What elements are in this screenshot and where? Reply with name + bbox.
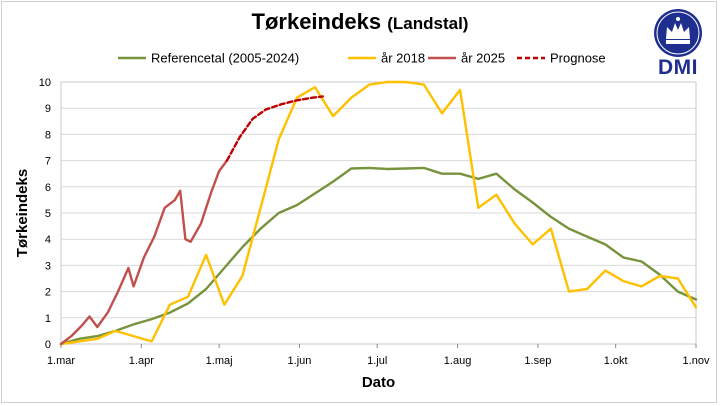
x-tick-label: 1.okt: [604, 355, 628, 367]
y-tick-label: 10: [39, 77, 51, 89]
x-tick-label: 1.apr: [129, 355, 154, 367]
logo-text: DMI: [658, 56, 698, 79]
y-tick-label: 1: [45, 313, 51, 325]
legend: Referencetal (2005-2024) år 2018 år 2025 Pr…: [118, 51, 606, 66]
x-tick-label: 1.mar: [47, 355, 75, 367]
y-tick-label: 5: [45, 208, 51, 220]
y-axis: 0 1 2 3 4 5 6 7 8 9 10: [39, 77, 51, 351]
dmi-logo: DMI: [646, 8, 710, 79]
grid: [61, 81, 696, 345]
legend-label: Referencetal (2005-2024): [151, 51, 299, 66]
y-tick-label: 2: [45, 287, 51, 299]
y-tick-label: 4: [45, 234, 51, 246]
legend-label: Prognose: [550, 51, 606, 66]
x-tick-label: 1.aug: [444, 355, 472, 367]
series-line-1: [59, 166, 698, 346]
y-tick-label: 6: [45, 182, 51, 194]
y-tick-label: 9: [45, 103, 51, 115]
series-line-3: [59, 159, 229, 346]
legend-label: år 2018: [381, 51, 425, 66]
y-tick-label: 7: [45, 156, 51, 168]
x-tick-label: 1.jun: [288, 355, 312, 367]
x-tick-label: 1.sep: [524, 355, 551, 367]
x-tick-label: 1.nov: [683, 355, 710, 367]
plot-border: [60, 81, 697, 345]
y-axis-label: Tørkeindeks: [14, 169, 31, 257]
y-tick-label: 8: [45, 129, 51, 141]
y-tick-label: 0: [45, 339, 51, 351]
series-line-2: [59, 80, 698, 346]
x-tick-label: 1.jul: [367, 355, 387, 367]
legend-label: år 2025: [461, 51, 505, 66]
x-tick-label: 1.maj: [206, 355, 233, 367]
x-axis: 1.mar 1.apr 1.maj 1.jun 1.jul 1.aug 1.sep 1.okt…: [47, 344, 710, 367]
title-text: Tørkeindeks: [251, 9, 382, 34]
title-subtitle: (Landstal): [387, 14, 469, 33]
chart-title: Tørkeindeks (Landstal): [0, 9, 720, 35]
series-line-4: [225, 95, 324, 162]
crown-emblem-icon: [654, 9, 702, 57]
y-tick-label: 3: [45, 260, 51, 272]
series: [59, 80, 698, 346]
x-axis-label: Dato: [362, 374, 395, 391]
